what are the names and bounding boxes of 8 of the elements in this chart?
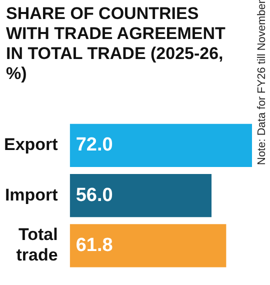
y-tick-label: Export <box>4 135 58 154</box>
data-label: 56.0 <box>76 184 113 206</box>
data-label: 61.8 <box>76 234 113 256</box>
y-tick-label: Total trade <box>16 225 58 265</box>
text: Note: Data for FY26 till November <box>256 0 268 168</box>
y-tick-label: Import <box>4 185 58 204</box>
chart-title: SHARE OF COUNTRIES WITH TRADE AGREEMENT IN TOTAL TRADE (2025-26, %) <box>6 4 226 84</box>
data-label: 72.0 <box>76 134 113 156</box>
